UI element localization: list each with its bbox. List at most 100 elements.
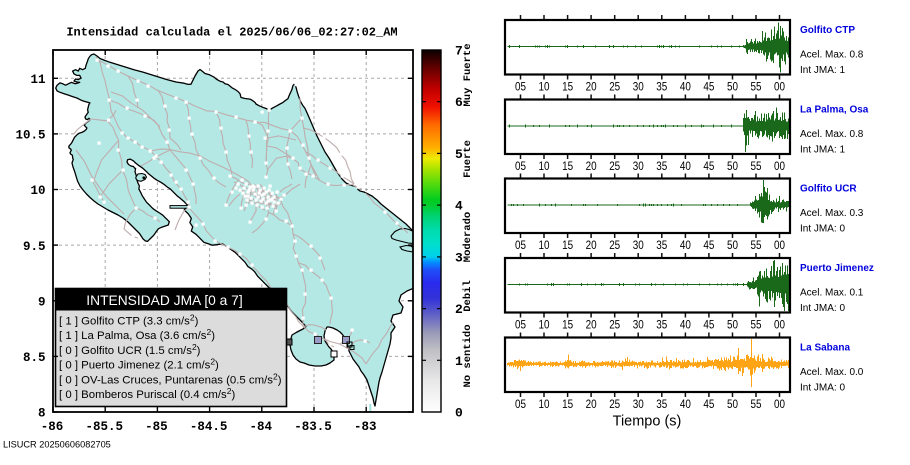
svg-text:20: 20 xyxy=(586,159,597,173)
svg-text:1: 1 xyxy=(455,354,463,369)
svg-text:8.5: 8.5 xyxy=(23,351,46,365)
svg-text:00: 00 xyxy=(774,80,785,94)
svg-text:Int JMA: 0: Int JMA: 0 xyxy=(800,303,845,314)
svg-text:Moderado: Moderado xyxy=(462,212,474,262)
svg-text:25: 25 xyxy=(609,397,620,411)
svg-text:40: 40 xyxy=(680,80,691,94)
svg-text:30: 30 xyxy=(633,159,644,173)
svg-text:15: 15 xyxy=(562,397,573,411)
svg-text:50: 50 xyxy=(727,397,738,411)
svg-text:6: 6 xyxy=(455,95,463,110)
svg-text:Intensidad calculada el 2025/0: Intensidad calculada el 2025/06/06_02:27… xyxy=(66,26,397,40)
svg-text:50: 50 xyxy=(727,159,738,173)
svg-text:10: 10 xyxy=(539,80,550,94)
svg-text:35: 35 xyxy=(656,159,667,173)
svg-text:Int JMA: 0: Int JMA: 0 xyxy=(800,383,845,394)
svg-text:-84: -84 xyxy=(250,420,273,434)
svg-text:15: 15 xyxy=(562,238,573,252)
svg-text:3: 3 xyxy=(455,250,463,265)
svg-text:2: 2 xyxy=(455,302,463,317)
svg-text:15: 15 xyxy=(562,318,573,332)
svg-text:10: 10 xyxy=(539,318,550,332)
svg-text:15: 15 xyxy=(562,159,573,173)
svg-text:11: 11 xyxy=(30,73,45,87)
svg-text:La Sabana: La Sabana xyxy=(800,343,850,354)
svg-text:[ 0 ] Golfito UCR (1.5 cm/s2): [ 0 ] Golfito UCR (1.5 cm/s2) xyxy=(59,342,201,357)
svg-text:10: 10 xyxy=(539,159,550,173)
svg-text:[ 0 ] Puerto Jimenez (2.1 cm/: [ 0 ] Puerto Jimenez (2.1 cm/s2) xyxy=(59,357,219,372)
svg-text:45: 45 xyxy=(703,159,714,173)
svg-text:Golfito UCR: Golfito UCR xyxy=(800,184,857,195)
svg-text:45: 45 xyxy=(703,318,714,332)
svg-text:35: 35 xyxy=(656,318,667,332)
svg-text:45: 45 xyxy=(703,397,714,411)
svg-text:Acel. Max. 0.3: Acel. Max. 0.3 xyxy=(800,208,864,219)
svg-text:50: 50 xyxy=(727,238,738,252)
svg-text:40: 40 xyxy=(680,238,691,252)
svg-text:20: 20 xyxy=(586,318,597,332)
svg-text:INTENSIDAD JMA [0 a 7]: INTENSIDAD JMA [0 a 7] xyxy=(86,293,242,308)
svg-text:5: 5 xyxy=(455,147,463,162)
svg-text:Fuerte: Fuerte xyxy=(462,140,474,178)
svg-text:55: 55 xyxy=(751,159,762,173)
svg-text:05: 05 xyxy=(515,80,526,94)
svg-text:30: 30 xyxy=(633,397,644,411)
svg-text:00: 00 xyxy=(774,318,785,332)
svg-text:Acel. Max. 0.0: Acel. Max. 0.0 xyxy=(800,367,864,378)
svg-text:9: 9 xyxy=(38,296,46,310)
svg-text:-83.5: -83.5 xyxy=(294,420,332,434)
svg-text:10.5: 10.5 xyxy=(15,129,45,143)
svg-text:55: 55 xyxy=(751,238,762,252)
svg-text:45: 45 xyxy=(703,80,714,94)
svg-text:45: 45 xyxy=(703,238,714,252)
svg-text:00: 00 xyxy=(774,159,785,173)
svg-text:9.5: 9.5 xyxy=(23,240,46,254)
svg-text:La Palma, Osa: La Palma, Osa xyxy=(800,105,869,116)
svg-text:Golfito CTP: Golfito CTP xyxy=(800,25,855,36)
svg-text:[ 1 ] Golfito CTP (3.3 cm/s2): [ 1 ] Golfito CTP (3.3 cm/s2) xyxy=(59,312,199,327)
svg-text:55: 55 xyxy=(751,397,762,411)
svg-text:00: 00 xyxy=(774,238,785,252)
svg-text:-86: -86 xyxy=(41,420,64,434)
svg-text:10: 10 xyxy=(539,238,550,252)
svg-text:55: 55 xyxy=(751,318,762,332)
svg-text:40: 40 xyxy=(680,397,691,411)
svg-text:-85.5: -85.5 xyxy=(85,420,123,434)
svg-text:30: 30 xyxy=(633,238,644,252)
svg-text:35: 35 xyxy=(656,238,667,252)
svg-text:20: 20 xyxy=(586,238,597,252)
svg-text:Muy Fuerte: Muy Fuerte xyxy=(462,43,474,106)
svg-text:8: 8 xyxy=(38,407,46,421)
svg-text:05: 05 xyxy=(515,159,526,173)
svg-text:25: 25 xyxy=(609,80,620,94)
svg-text:Acel. Max. 0.8: Acel. Max. 0.8 xyxy=(800,50,864,61)
svg-text:30: 30 xyxy=(633,318,644,332)
svg-text:40: 40 xyxy=(680,318,691,332)
svg-text:55: 55 xyxy=(751,80,762,94)
svg-text:35: 35 xyxy=(656,80,667,94)
svg-text:Int JMA: 0: Int JMA: 0 xyxy=(800,224,845,235)
svg-text:10: 10 xyxy=(30,184,45,198)
svg-text:10: 10 xyxy=(539,397,550,411)
svg-text:20: 20 xyxy=(586,80,597,94)
svg-text:30: 30 xyxy=(633,80,644,94)
svg-text:4: 4 xyxy=(455,199,463,214)
svg-text:Tiempo (s): Tiempo (s) xyxy=(613,414,682,430)
svg-text:05: 05 xyxy=(515,318,526,332)
svg-text:40: 40 xyxy=(680,159,691,173)
svg-text:Int JMA: 1: Int JMA: 1 xyxy=(800,145,845,156)
svg-text:50: 50 xyxy=(727,80,738,94)
svg-text:25: 25 xyxy=(609,318,620,332)
svg-text:-83: -83 xyxy=(354,420,377,434)
svg-text:35: 35 xyxy=(656,397,667,411)
svg-text:Int JMA: 1: Int JMA: 1 xyxy=(800,65,845,76)
svg-text:0: 0 xyxy=(455,406,463,421)
svg-text:Acel. Max. 0.8: Acel. Max. 0.8 xyxy=(800,129,864,140)
svg-text:LISUCR 20250606082705: LISUCR 20250606082705 xyxy=(3,440,111,450)
svg-text:Acel. Max. 0.1: Acel. Max. 0.1 xyxy=(800,288,864,299)
svg-text:25: 25 xyxy=(609,159,620,173)
svg-text:Puerto Jimenez: Puerto Jimenez xyxy=(800,263,874,274)
svg-text:00: 00 xyxy=(774,397,785,411)
svg-text:[ 0 ] Bomberos Puriscal (0.4: [ 0 ] Bomberos Puriscal (0.4 cm/s2) xyxy=(59,386,236,401)
svg-text:-85: -85 xyxy=(145,420,168,434)
